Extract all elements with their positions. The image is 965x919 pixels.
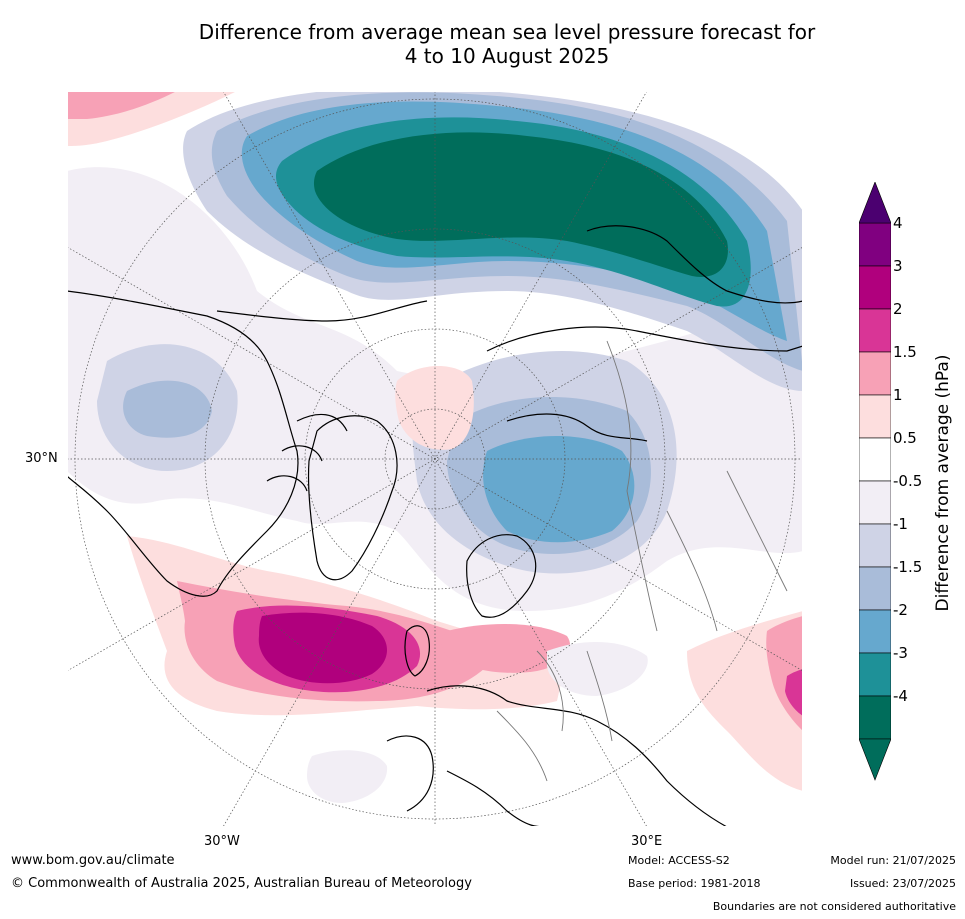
lat-label-30n: 30°N: [25, 451, 58, 466]
coast-alaska: [586, 225, 803, 304]
coast-europe: [426, 685, 728, 827]
colorbar-label: Difference from average (hPa): [933, 354, 953, 612]
anomaly-lavender-med: [547, 641, 648, 696]
colorbar-tick-label: 1: [893, 386, 903, 404]
pressure-anomaly-map: [67, 91, 803, 827]
colorbar-tick-label: -3: [893, 644, 908, 662]
lon-label-30e: 30°E: [631, 834, 663, 849]
title-line-2: 4 to 10 August 2025: [404, 44, 610, 68]
colorbar-segment: [859, 609, 891, 654]
country-borders: [496, 340, 788, 782]
colorbar-tick-label: -4: [893, 687, 908, 705]
lon-label-30w: 30°W: [204, 834, 240, 849]
colorbar-tick-label: 3: [893, 257, 903, 275]
colorbar-segment: [859, 265, 891, 310]
coastlines: [67, 225, 803, 827]
title-line-1: Difference from average mean sea level p…: [198, 20, 816, 44]
anomaly-lavender-south: [307, 750, 388, 803]
anomaly-pink-europe: [441, 624, 571, 673]
anomaly-magenta-east: [785, 669, 803, 716]
colorbar-tick-label: -0.5: [893, 472, 923, 490]
footer-issued: Issued: 23/07/2025: [849, 877, 956, 890]
colorbar-tick-label: 1.5: [893, 343, 917, 361]
colorbar-segment: [859, 222, 891, 267]
footer-model: Model: ACCESS-S2: [628, 854, 730, 867]
anomaly-lavender-atlantic: [67, 189, 267, 411]
anomaly-dark-green-north: [313, 132, 728, 277]
colorbar-tick-label: -1.5: [893, 558, 923, 576]
anomaly-pink-pole: [395, 366, 474, 450]
coast-canadian-archipelago: [266, 413, 348, 492]
colorbar-tick-label: -2: [893, 601, 908, 619]
footer-base-period: Base period: 1981-2018: [628, 877, 761, 890]
coast-russia-north: [506, 413, 648, 442]
colorbar-tick-label: 2: [893, 300, 903, 318]
coast-greenland: [307, 415, 398, 581]
colorbar-tick-label: 0.5: [893, 429, 917, 447]
footer-copyright: © Commonwealth of Australia 2025, Austra…: [11, 876, 472, 891]
colorbar-segment: [859, 523, 891, 568]
colorbar-under-triangle: [859, 738, 891, 781]
colorbar-tick-label: -1: [893, 515, 908, 533]
footer-disclaimer: Boundaries are not considered authoritat…: [712, 900, 956, 913]
anomaly-pink-topleft-inner: [67, 91, 177, 119]
colorbar-segment: [859, 566, 891, 611]
coast-uk: [404, 625, 430, 677]
anomaly-lightblue-west: [123, 380, 212, 438]
coast-siberia: [486, 326, 803, 352]
map-title: Difference from average mean sea level p…: [0, 20, 965, 68]
colorbar-segment: [859, 652, 891, 697]
footer-website: www.bom.gov.au/climate: [11, 853, 175, 868]
colorbar-segment: [859, 437, 891, 482]
map-canvas: [67, 91, 803, 827]
colorbar-segment: [859, 351, 891, 396]
coast-pacific-west: [216, 300, 428, 322]
graticule: [67, 91, 803, 827]
anomaly-blue-russia-inner: [483, 436, 635, 543]
colorbar: [859, 182, 891, 781]
colorbar-segment: [859, 308, 891, 353]
colorbar-over-triangle: [859, 182, 891, 224]
coast-scandinavia: [466, 534, 537, 618]
anomaly-purple-atlantic-core: [258, 612, 387, 684]
colorbar-segment: [859, 695, 891, 740]
colorbar-segment: [859, 394, 891, 439]
colorbar-segment: [859, 480, 891, 525]
colorbar-tick-label: 4: [893, 214, 903, 232]
coast-north-america: [67, 290, 299, 597]
footer-model-run: Model run: 21/07/2025: [830, 854, 956, 867]
